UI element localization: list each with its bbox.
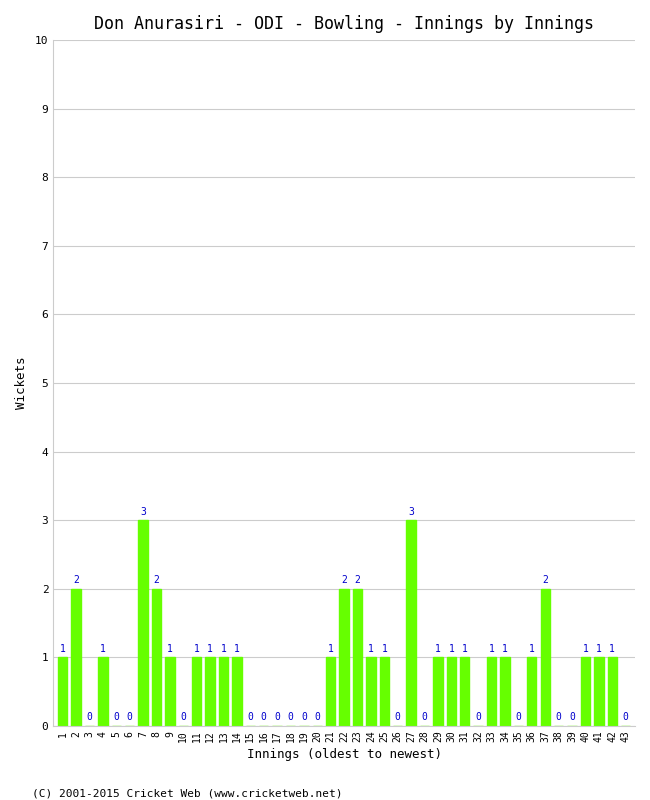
Bar [58, 658, 68, 726]
Text: 0: 0 [556, 713, 562, 722]
Bar [192, 658, 202, 726]
Text: 1: 1 [462, 644, 468, 654]
Text: 2: 2 [355, 575, 361, 586]
Bar [580, 658, 590, 726]
Bar [460, 658, 469, 726]
Bar [138, 520, 148, 726]
Bar [326, 658, 335, 726]
Bar [219, 658, 228, 726]
Text: 3: 3 [140, 506, 146, 517]
Text: 2: 2 [542, 575, 548, 586]
Text: 0: 0 [623, 713, 629, 722]
Text: 1: 1 [529, 644, 535, 654]
Text: 1: 1 [448, 644, 454, 654]
Bar [500, 658, 510, 726]
Text: 1: 1 [60, 644, 66, 654]
Bar [487, 658, 497, 726]
Text: 1: 1 [502, 644, 508, 654]
Bar [434, 658, 443, 726]
Bar [380, 658, 389, 726]
Text: 1: 1 [234, 644, 240, 654]
Text: 0: 0 [274, 713, 280, 722]
X-axis label: Innings (oldest to newest): Innings (oldest to newest) [246, 748, 441, 761]
Bar [353, 589, 362, 726]
Text: 1: 1 [582, 644, 588, 654]
Text: 0: 0 [287, 713, 294, 722]
Bar [366, 658, 376, 726]
Text: 1: 1 [207, 644, 213, 654]
Text: 0: 0 [395, 713, 400, 722]
Bar [339, 589, 349, 726]
Bar [232, 658, 242, 726]
Bar [152, 589, 161, 726]
Text: 1: 1 [382, 644, 387, 654]
Bar [98, 658, 108, 726]
Text: 2: 2 [341, 575, 347, 586]
Text: 1: 1 [328, 644, 333, 654]
Bar [447, 658, 456, 726]
Y-axis label: Wickets: Wickets [15, 357, 28, 410]
Bar [205, 658, 214, 726]
Bar [165, 658, 175, 726]
Text: 1: 1 [596, 644, 602, 654]
Text: 1: 1 [368, 644, 374, 654]
Text: 0: 0 [422, 713, 428, 722]
Text: 3: 3 [408, 506, 414, 517]
Text: 1: 1 [194, 644, 200, 654]
Bar [406, 520, 416, 726]
Text: 1: 1 [609, 644, 615, 654]
Text: 0: 0 [515, 713, 521, 722]
Text: 1: 1 [220, 644, 226, 654]
Text: 1: 1 [489, 644, 495, 654]
Text: 2: 2 [153, 575, 159, 586]
Text: 0: 0 [301, 713, 307, 722]
Text: 1: 1 [435, 644, 441, 654]
Text: 0: 0 [248, 713, 254, 722]
Bar [527, 658, 536, 726]
Text: 0: 0 [315, 713, 320, 722]
Text: 1: 1 [100, 644, 106, 654]
Text: (C) 2001-2015 Cricket Web (www.cricketweb.net): (C) 2001-2015 Cricket Web (www.cricketwe… [32, 788, 343, 798]
Text: 0: 0 [569, 713, 575, 722]
Text: 0: 0 [113, 713, 119, 722]
Text: 0: 0 [127, 713, 133, 722]
Bar [72, 589, 81, 726]
Bar [594, 658, 603, 726]
Text: 0: 0 [86, 713, 92, 722]
Text: 2: 2 [73, 575, 79, 586]
Bar [608, 658, 617, 726]
Text: 0: 0 [475, 713, 481, 722]
Text: 0: 0 [181, 713, 187, 722]
Text: 0: 0 [261, 713, 266, 722]
Text: 1: 1 [167, 644, 173, 654]
Bar [541, 589, 550, 726]
Title: Don Anurasiri - ODI - Bowling - Innings by Innings: Don Anurasiri - ODI - Bowling - Innings … [94, 15, 594, 33]
